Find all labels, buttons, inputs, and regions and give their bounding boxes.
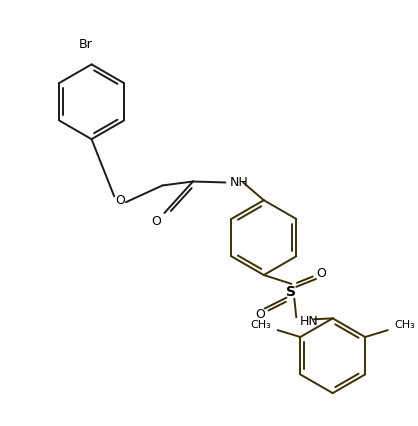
Text: O: O <box>152 216 161 228</box>
Text: CH₃: CH₃ <box>250 320 271 330</box>
Text: Br: Br <box>79 37 92 51</box>
Text: O: O <box>115 194 125 207</box>
Text: O: O <box>255 308 265 321</box>
Text: S: S <box>286 285 296 299</box>
Text: CH₃: CH₃ <box>395 320 415 330</box>
Text: O: O <box>316 267 326 279</box>
Text: HN: HN <box>300 315 319 328</box>
Text: NH: NH <box>229 176 248 189</box>
